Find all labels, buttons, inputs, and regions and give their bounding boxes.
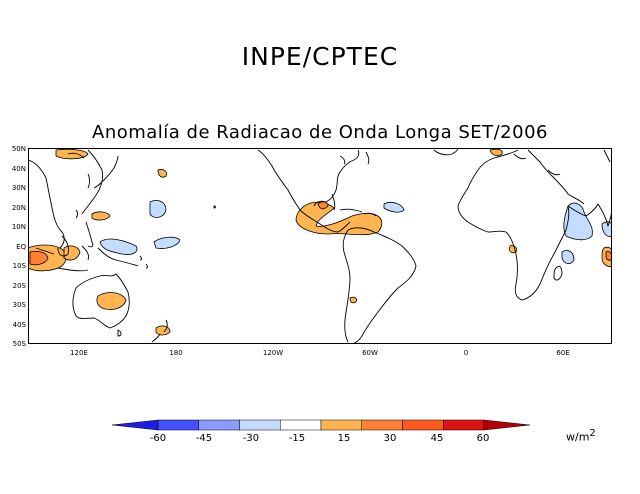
colorbar-arrow-low	[112, 419, 159, 431]
anomaly-positive	[155, 325, 171, 336]
colorbar-cell	[157, 419, 199, 431]
lat-label-20s: 20S	[12, 282, 26, 290]
colorbar-cell	[443, 419, 485, 431]
colorbar-label: -30	[242, 433, 260, 444]
map-frame	[28, 148, 612, 344]
lon-label-0: 0	[463, 349, 469, 357]
lat-label-30n: 30N	[11, 184, 26, 192]
anomaly-negative	[99, 238, 138, 255]
colorbar-arrow-high	[483, 419, 531, 431]
anomaly-positive	[157, 169, 167, 178]
lon-label-120w: 120W	[262, 349, 284, 357]
anomaly-map	[28, 148, 612, 344]
colorbar-cell	[361, 419, 403, 431]
colorbar-label: -60	[149, 433, 167, 444]
organization-title: INPE/CPTEC	[241, 42, 399, 71]
anomaly-positive	[63, 245, 81, 261]
lat-label-40s: 40S	[12, 321, 26, 329]
anomaly-positive-strong	[317, 201, 329, 210]
lon-label-120e: 120E	[70, 349, 88, 357]
lon-label-60e: 60E	[556, 349, 570, 357]
colorbar-cell	[320, 419, 362, 431]
colorbar-label: 30	[383, 433, 397, 444]
anomaly-negative	[149, 200, 167, 218]
colorbar-cell	[280, 419, 322, 431]
anomaly-negative	[561, 250, 575, 264]
colorbar-cell	[402, 419, 444, 431]
anomaly-positive	[96, 292, 127, 310]
anomaly-positive	[489, 148, 503, 157]
units-text: w/m	[566, 430, 590, 444]
lat-label-50n: 50N	[11, 145, 26, 153]
anomaly-negative	[383, 202, 405, 213]
colorbar-label: 60	[476, 433, 490, 444]
colorbar-units: w/m2	[566, 428, 596, 444]
colorbar-label: 45	[430, 433, 444, 444]
anomaly-negative	[563, 202, 593, 241]
colorbar-cell	[239, 419, 281, 431]
lat-label-10s: 10S	[12, 262, 26, 270]
lat-label-eq: EQ	[16, 243, 26, 251]
colorbar-label: 15	[337, 433, 351, 444]
lat-label-20n: 20N	[11, 204, 26, 212]
units-exponent: 2	[589, 428, 596, 439]
anomaly-negative	[153, 236, 181, 249]
colorbar-label: -15	[288, 433, 306, 444]
anomaly-negative	[601, 221, 612, 237]
colorbar	[112, 419, 531, 431]
anomaly-positive	[55, 148, 89, 160]
colorbar-label: -45	[195, 433, 213, 444]
lat-label-50s: 50S	[12, 340, 26, 348]
lat-label-10n: 10N	[11, 223, 26, 231]
coastlines	[28, 148, 612, 344]
map-title: Anomalía de Radiacao de Onda Longa SET/2…	[92, 122, 548, 143]
lon-label-180: 180	[169, 349, 183, 357]
anomaly-fields	[28, 148, 612, 336]
lat-label-30s: 30S	[12, 301, 26, 309]
lat-label-40n: 40N	[11, 165, 26, 173]
lon-label-60w: 60W	[362, 349, 378, 357]
anomaly-positive-strong	[29, 250, 49, 266]
anomaly-positive	[349, 296, 357, 304]
anomaly-positive	[295, 201, 383, 236]
anomaly-positive	[91, 211, 111, 221]
colorbar-cell	[198, 419, 240, 431]
